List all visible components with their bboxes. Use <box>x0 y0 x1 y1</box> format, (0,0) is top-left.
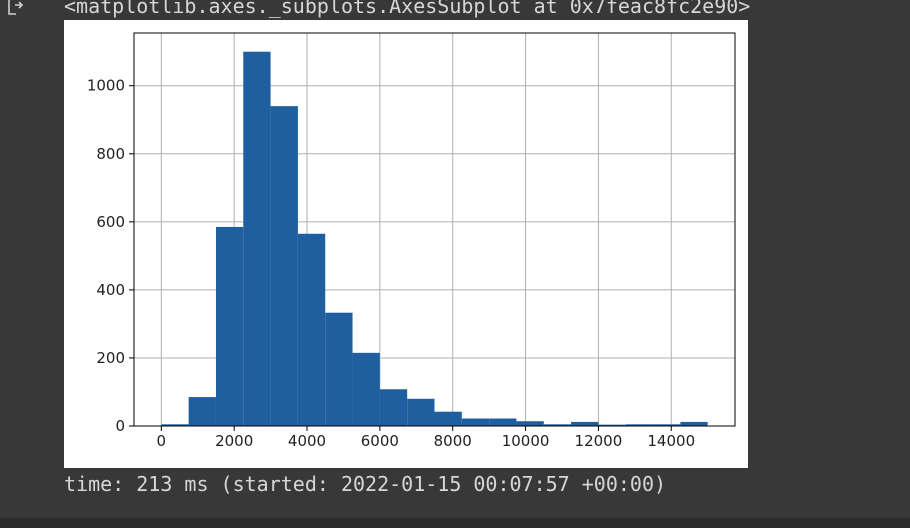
histogram-chart: 0 2000 4000 6000 8000 10000 12000 14000 0 200 400… <box>87 32 736 450</box>
x-tick-label-7: 14000 <box>647 432 695 450</box>
histogram-bar-10 <box>434 411 462 426</box>
y-axis-ticks: 0 200 400 600 800 1000 <box>87 77 134 435</box>
histogram-bar-8 <box>379 389 408 426</box>
y-tick-label-4: 800 <box>96 145 125 163</box>
histogram-bar-18 <box>653 424 681 426</box>
x-tick-label-4: 8000 <box>434 432 472 450</box>
histogram-bar-17 <box>625 424 654 426</box>
x-tick-label-2: 4000 <box>288 432 326 450</box>
execution-time-text: time: 213 ms (started: 2022-01-15 00:07:… <box>64 472 667 496</box>
histogram-bars <box>161 51 708 426</box>
cell-bottom-border <box>0 518 910 528</box>
y-tick-label-0: 0 <box>115 417 125 435</box>
x-tick-label-6: 12000 <box>575 432 623 450</box>
histogram-bar-2 <box>215 226 244 426</box>
x-tick-label-0: 0 <box>157 432 167 450</box>
histogram-bar-16 <box>598 424 626 426</box>
x-axis-ticks: 0 2000 4000 6000 8000 10000 12000 14000 <box>157 426 695 450</box>
axes-frame <box>133 32 736 427</box>
y-tick-label-5: 1000 <box>87 77 125 95</box>
histogram-bar-9 <box>407 398 435 426</box>
histogram-bar-12 <box>489 418 517 426</box>
histogram-bar-6 <box>325 312 353 426</box>
histogram-figure: 0 2000 4000 6000 8000 10000 12000 14000 0 200 400… <box>64 20 748 468</box>
y-tick-label-1: 200 <box>96 349 125 367</box>
histogram-bar-5 <box>297 233 326 426</box>
output-repr-text: <matplotlib.axes._subplots.AxesSubplot a… <box>64 0 751 18</box>
histogram-bar-3 <box>243 51 271 426</box>
histogram-bar-15 <box>571 421 599 426</box>
histogram-bar-4 <box>270 106 298 426</box>
output-arrow-icon <box>8 0 24 15</box>
histogram-bar-13 <box>516 421 544 426</box>
histogram-bar-19 <box>680 421 708 426</box>
y-tick-label-2: 400 <box>96 281 125 299</box>
y-tick-label-3: 600 <box>96 213 125 231</box>
histogram-bar-1 <box>188 397 216 426</box>
x-tick-label-1: 2000 <box>215 432 253 450</box>
x-tick-label-3: 6000 <box>361 432 399 450</box>
histogram-bar-0 <box>161 424 189 426</box>
histogram-bar-7 <box>352 352 380 426</box>
x-tick-label-5: 10000 <box>502 432 550 450</box>
histogram-bar-11 <box>461 418 490 426</box>
histogram-bar-14 <box>543 424 572 426</box>
